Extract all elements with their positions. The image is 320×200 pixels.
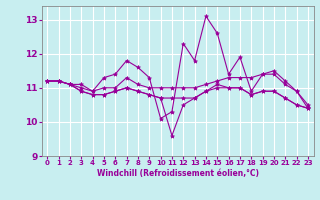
X-axis label: Windchill (Refroidissement éolien,°C): Windchill (Refroidissement éolien,°C) bbox=[97, 169, 259, 178]
